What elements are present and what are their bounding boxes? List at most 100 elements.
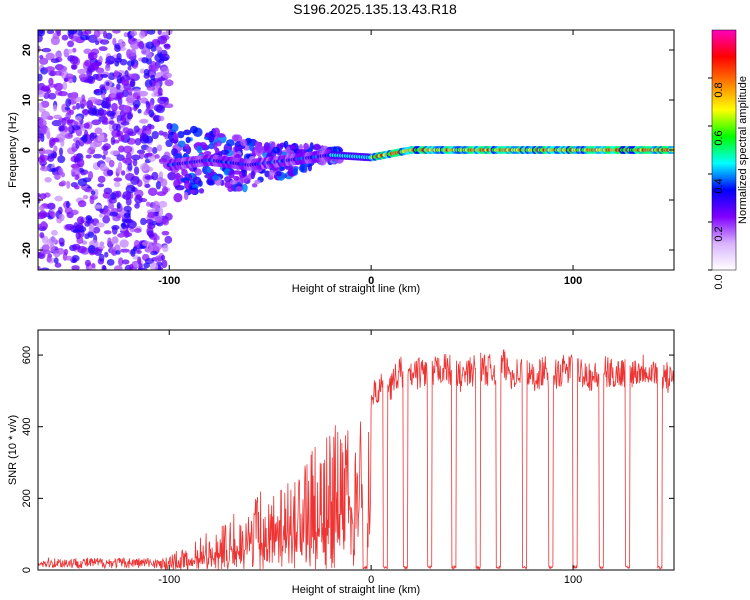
heatmap-cell <box>42 235 49 244</box>
colorbar-tick-label: 0.6 <box>713 130 725 145</box>
heatmap-cell <box>57 155 66 164</box>
heatmap-cell <box>64 106 70 111</box>
heatmap-cell <box>173 193 183 203</box>
heatmap-x-tick-label: 0 <box>368 275 374 287</box>
heatmap-cell <box>220 149 230 155</box>
heatmap-cell <box>40 100 50 108</box>
heatmap-cell <box>97 244 105 250</box>
heatmap-cell <box>146 152 153 157</box>
heatmap-cell <box>163 97 169 106</box>
heatmap-cell <box>50 211 56 219</box>
heatmap-cell <box>174 185 185 191</box>
heatmap-cell <box>78 200 87 208</box>
heatmap-cell <box>150 250 158 256</box>
heatmap-cell <box>228 170 235 179</box>
heatmap-cell <box>233 175 240 181</box>
heatmap-cell <box>183 191 189 201</box>
snr-y-tick-label: 600 <box>21 346 33 364</box>
heatmap-cell <box>255 143 263 154</box>
heatmap-cell <box>49 243 55 253</box>
heatmap-cell <box>99 84 106 91</box>
heatmap-cell <box>132 158 138 167</box>
heatmap-cell <box>64 133 74 139</box>
heatmap-cell <box>148 166 154 172</box>
heatmap-cell <box>47 202 56 210</box>
heatmap-cell <box>157 96 167 105</box>
heatmap-cell <box>57 91 68 97</box>
heatmap-y-tick-label: -20 <box>21 242 33 258</box>
heatmap-cell <box>40 267 50 270</box>
heatmap-cell <box>74 185 80 190</box>
heatmap-cell <box>231 134 240 142</box>
heatmap-cell <box>98 46 108 52</box>
heatmap-cell <box>46 30 55 35</box>
heatmap-cell <box>101 102 111 109</box>
heatmap-cell <box>141 49 147 55</box>
snr-x-tick-label: 100 <box>564 574 582 586</box>
heatmap-cell <box>185 136 191 144</box>
heatmap-cell <box>39 232 45 239</box>
heatmap-cell <box>47 83 58 88</box>
heatmap-cell <box>120 170 126 176</box>
heatmap-cell <box>156 46 163 53</box>
heatmap-cell <box>146 85 156 91</box>
heatmap-cell <box>86 149 91 154</box>
heatmap-cell <box>51 119 62 127</box>
heatmap-cell <box>75 128 83 137</box>
heatmap-cell <box>47 155 55 162</box>
heatmap-cell <box>162 218 169 226</box>
colorbar-label: Normalized spectral amplitude <box>737 76 749 224</box>
heatmap-cell <box>143 110 149 116</box>
heatmap-cell <box>66 119 74 124</box>
colorbar: 0.0 0.2 0.4 0.6 0.8 Normalized spectral ampl… <box>708 29 749 290</box>
heatmap-cell <box>208 133 215 143</box>
heatmap-cell <box>69 55 79 65</box>
heatmap-cell <box>241 183 248 193</box>
heatmap-cell <box>50 58 60 64</box>
heatmap-cell <box>103 230 112 235</box>
heatmap-cell <box>160 66 170 76</box>
heatmap-cell <box>123 32 128 38</box>
heatmap-cell <box>43 86 51 91</box>
heatmap-cell <box>64 223 75 230</box>
heatmap-cell <box>65 112 72 120</box>
heatmap-cell <box>153 114 162 123</box>
heatmap-cell <box>237 145 243 151</box>
heatmap-cell <box>38 205 45 211</box>
heatmap-cell <box>120 248 130 253</box>
heatmap-cell <box>164 103 174 109</box>
heatmap-cell <box>286 146 291 154</box>
heatmap-cell <box>52 104 58 112</box>
heatmap-cell <box>71 243 81 250</box>
heatmap-cell <box>45 66 55 72</box>
heatmap-cell <box>145 41 154 49</box>
heatmap-cell <box>254 179 261 184</box>
heatmap-cell <box>58 237 65 246</box>
heatmap-cell <box>196 145 203 154</box>
heatmap-cell <box>77 178 88 187</box>
heatmap-cell <box>184 179 191 190</box>
snr-panel: -100 0 100 0 200 400 600 Height of straight li… <box>7 329 675 596</box>
snr-y-tick-label: 400 <box>21 418 33 436</box>
heatmap-cell <box>158 115 165 122</box>
heatmap-cell <box>64 255 73 261</box>
heatmap-cell <box>38 197 41 204</box>
heatmap-cell <box>251 183 258 188</box>
snr-x-tick-label: 0 <box>368 574 374 586</box>
heatmap-cell <box>71 64 77 70</box>
heatmap-cell <box>53 249 61 258</box>
heatmap-cell <box>293 168 299 176</box>
heatmap-cell <box>183 129 192 136</box>
heatmap-cell <box>61 172 66 178</box>
heatmap-cell <box>80 35 89 41</box>
heatmap-cell <box>112 37 117 46</box>
heatmap-cell <box>87 231 95 238</box>
heatmap-cell <box>67 40 75 48</box>
snr-marks <box>38 349 674 570</box>
heatmap-cell <box>83 122 90 129</box>
heatmap-cell <box>40 125 48 135</box>
heatmap-cell <box>137 108 142 114</box>
heatmap-y-label: Frequency (Hz) <box>7 112 19 188</box>
